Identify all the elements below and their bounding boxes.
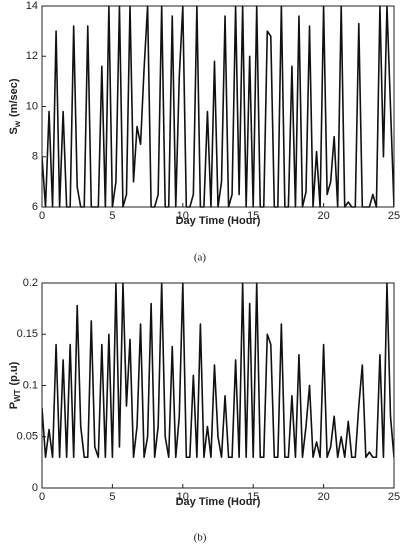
y-axis-label: Sw (m/sec) bbox=[8, 78, 22, 134]
caption: (a) bbox=[194, 252, 207, 264]
y-tick-label: 0.15 bbox=[17, 328, 38, 340]
y-label-sub: w bbox=[13, 120, 22, 128]
y-tick-label: 12 bbox=[26, 50, 38, 62]
y-axis-label: PWT (p.u) bbox=[8, 361, 22, 409]
y-tick-label: 0.1 bbox=[23, 379, 38, 391]
x-tick-label: 0 bbox=[39, 491, 45, 503]
x-tick-label: 5 bbox=[109, 491, 115, 503]
x-tick-label: 15 bbox=[247, 210, 259, 222]
y-label-unit: (m/sec) bbox=[8, 78, 20, 117]
y-tick-label: 8 bbox=[32, 151, 38, 163]
x-tick-label: 10 bbox=[177, 210, 189, 222]
y-label-sub: WT bbox=[13, 389, 22, 402]
caption: (b) bbox=[194, 532, 207, 544]
x-axis-label: Day Time (Hour) bbox=[176, 215, 261, 227]
x-tick-label: 0 bbox=[39, 210, 45, 222]
x-tick-label: 20 bbox=[317, 210, 329, 222]
x-tick-label: 25 bbox=[388, 491, 400, 503]
axes-box bbox=[41, 282, 395, 489]
x-tick-label: 20 bbox=[317, 491, 329, 503]
y-tick-label: 6 bbox=[32, 201, 38, 213]
x-tick-label: 15 bbox=[247, 491, 259, 503]
y-label-main: S bbox=[8, 127, 20, 134]
axes-box bbox=[41, 5, 395, 208]
y-tick-label: 0.05 bbox=[17, 431, 38, 443]
x-tick-label: 25 bbox=[388, 210, 400, 222]
y-tick-label: 0.2 bbox=[23, 277, 38, 289]
plot-area bbox=[42, 283, 394, 488]
x-tick-label: 5 bbox=[109, 210, 115, 222]
y-tick-label: 10 bbox=[26, 100, 38, 112]
y-tick-label: 0 bbox=[32, 482, 38, 494]
data-line bbox=[42, 282, 394, 459]
y-label-unit: (p.u) bbox=[8, 361, 20, 385]
y-tick-label: 14 bbox=[26, 0, 38, 12]
x-tick-label: 10 bbox=[177, 491, 189, 503]
y-label-main: P bbox=[8, 402, 20, 409]
x-axis-label: Day Time (Hour) bbox=[176, 496, 261, 508]
